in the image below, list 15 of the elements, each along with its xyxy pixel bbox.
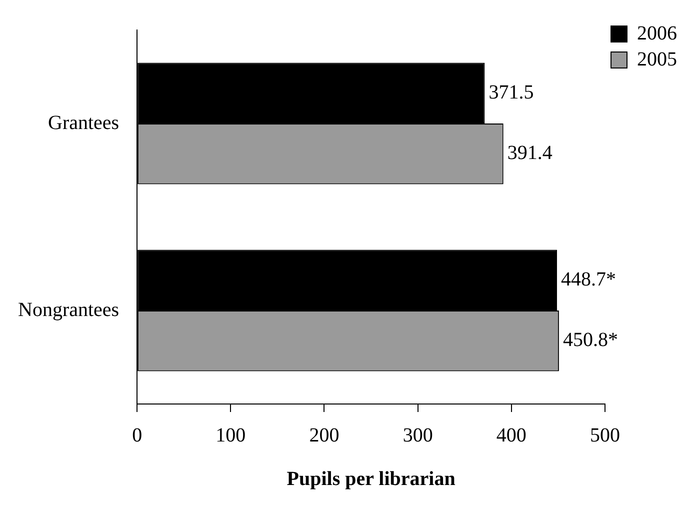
x-tick-label: 300 xyxy=(402,424,433,446)
x-tick-label: 500 xyxy=(590,424,620,446)
data-label: 448.7* xyxy=(560,268,616,290)
x-tick-label: 100 xyxy=(216,424,246,446)
x-tick-label: 400 xyxy=(496,424,526,446)
legend-label: 2006 xyxy=(637,22,677,44)
data-label: 391.4 xyxy=(507,142,552,164)
x-tick-label: 0 xyxy=(132,424,142,446)
data-label: 450.8* xyxy=(562,329,618,352)
x-axis-title: Pupils per librarian xyxy=(286,468,456,490)
x-tick-label: 200 xyxy=(309,424,340,446)
legend-label: 2005 xyxy=(637,48,677,70)
data-label: 371.5 xyxy=(488,81,534,104)
y-tick-label: Grantees xyxy=(48,112,120,134)
y-tick-label: Nongrantees xyxy=(18,298,120,321)
